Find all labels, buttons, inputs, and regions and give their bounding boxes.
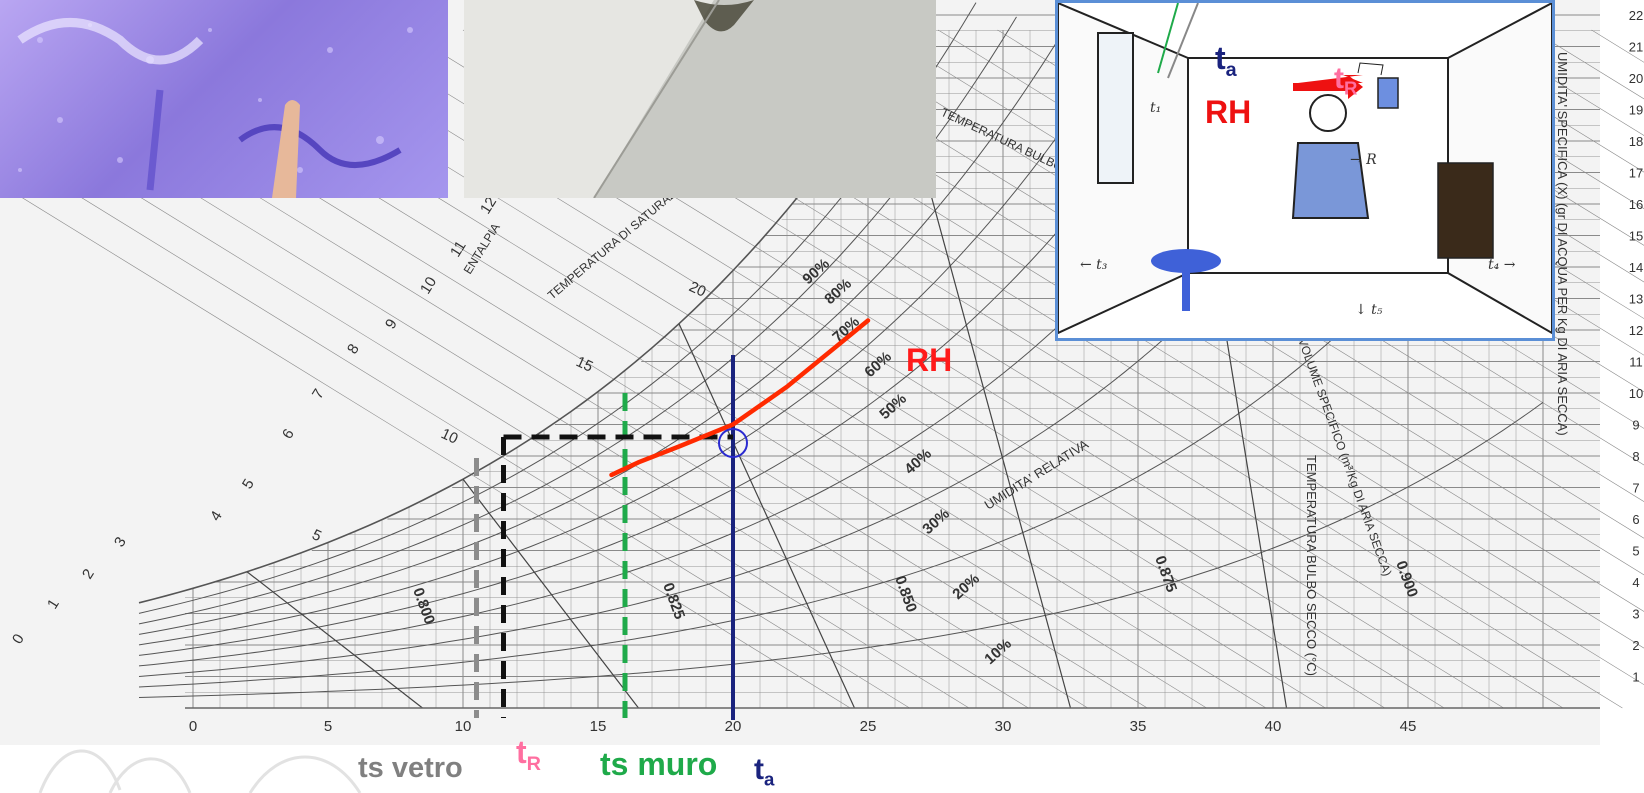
- inset-tR-main: t: [1334, 62, 1344, 95]
- wet-bulb-value: 20: [686, 278, 708, 300]
- chart-overlays: [474, 318, 871, 720]
- tR-label-main: t: [516, 734, 527, 770]
- y-tick-label: 4: [1632, 575, 1639, 590]
- y-tick-label: 19: [1629, 103, 1643, 118]
- enthalpy-gridline: [1413, 29, 1644, 173]
- y-tick-label: 2: [1632, 638, 1639, 653]
- y-tick-label: 16: [1629, 197, 1643, 212]
- y-tick-label: 20: [1629, 71, 1643, 86]
- x-tick-label: 0: [189, 718, 197, 735]
- enthalpy-gridline: [0, 183, 851, 709]
- x-tick-label: 20: [725, 718, 742, 735]
- y-tick-label: 10: [1629, 386, 1643, 401]
- state-point-circle: [718, 428, 748, 458]
- room-illustration: [1055, 0, 1555, 341]
- inset-R-label: → R: [1350, 152, 1377, 168]
- inset-ta-main: t: [1215, 40, 1226, 76]
- ta-label-main: t: [754, 753, 764, 786]
- enthalpy-gridline: [759, 29, 1644, 576]
- x-axis-label: TEMPERATURA BULBO SECCO (°C): [1304, 455, 1319, 676]
- rh-chart-label: RH: [906, 342, 953, 378]
- rh-curve: [138, 2, 977, 614]
- inset-tR-label: tR: [1334, 62, 1357, 100]
- ts-muro-label: ts muro: [600, 746, 718, 782]
- x-tick-label: 35: [1130, 718, 1147, 735]
- inset-ta-sub: a: [1225, 58, 1237, 81]
- rh-curve: [138, 19, 1071, 635]
- y-tick-label: 18: [1629, 134, 1643, 149]
- y-tick-label: 21: [1629, 40, 1643, 55]
- inset-t4-label: t₄ →: [1488, 257, 1516, 273]
- y-tick-label: 5: [1632, 544, 1639, 559]
- y-tick-label: 15: [1629, 229, 1643, 244]
- wet-bulb-value: 15: [573, 353, 595, 375]
- inset-tR-sub: R: [1344, 77, 1358, 99]
- inset-ta-label: ta: [1215, 40, 1237, 82]
- x-tick-label: 15: [590, 718, 607, 735]
- ta-label-sub: a: [764, 768, 775, 790]
- y-tick-label: 17: [1629, 166, 1643, 181]
- inset-t1-label: t₁: [1150, 100, 1162, 116]
- y-tick-label: 22: [1629, 8, 1643, 23]
- condensation-window-photo: [0, 0, 448, 198]
- y-tick-label: 11: [1629, 355, 1643, 370]
- rh-curve: [138, 18, 923, 604]
- volume-line: [678, 323, 856, 709]
- y-axis-label: UMIDITA' SPECIFICA (X) (gr DI ACQUA PER …: [1555, 52, 1570, 436]
- enthalpy-gridline: [0, 147, 910, 709]
- x-tick-label: 30: [995, 718, 1012, 735]
- volume-line: [462, 478, 639, 709]
- enthalpy-value: 10: [417, 274, 440, 297]
- y-tick-label: 3: [1632, 607, 1639, 622]
- inset-rh-label: RH: [1205, 94, 1252, 130]
- volume-line: [246, 571, 423, 709]
- decorative-swirl: [38, 749, 362, 793]
- wet-bulb-value: 10: [438, 425, 460, 447]
- inset-t5-label: ↓ t₅: [1355, 302, 1383, 318]
- x-tick-label: 45: [1400, 718, 1417, 735]
- rh-curve: [138, 13, 1139, 646]
- y-tick-label: 14: [1629, 260, 1643, 275]
- x-axis-ticks: 0 5 10 15 20 25 30 35 40 45: [189, 718, 1417, 735]
- rh-curve: [138, 96, 1544, 688]
- moldy-corner-photo: [464, 0, 936, 198]
- inset-t3-label: ← t₃: [1080, 257, 1108, 273]
- x-tick-label: 40: [1265, 718, 1282, 735]
- x-tick-label: 10: [455, 718, 472, 735]
- x-tick-label: 25: [860, 718, 877, 735]
- ts-vetro-label: ts vetro: [358, 752, 463, 784]
- y-tick-label: 7: [1632, 481, 1639, 496]
- tR-label-sub: R: [526, 752, 541, 775]
- relative-humidity-curves: [138, 0, 1544, 698]
- y-tick-label: 8: [1632, 449, 1639, 464]
- tR-label: tR: [516, 734, 541, 776]
- rh-curve: [138, 401, 1544, 698]
- y-tick-label: 1: [1632, 670, 1639, 685]
- rh-curve: [138, 16, 1017, 625]
- enthalpy-gridline: [819, 29, 1644, 539]
- y-tick-label: 6: [1632, 512, 1639, 527]
- x-tick-label: 5: [324, 718, 332, 735]
- enthalpy-value: 12: [477, 194, 500, 217]
- enthalpy-value: 11: [447, 238, 470, 260]
- y-tick-label: 9: [1632, 418, 1639, 433]
- rh-red-curve: [609, 318, 871, 478]
- ta-label: ta: [754, 753, 774, 791]
- y-tick-label: 12: [1629, 323, 1643, 338]
- y-tick-label: 13: [1629, 292, 1643, 307]
